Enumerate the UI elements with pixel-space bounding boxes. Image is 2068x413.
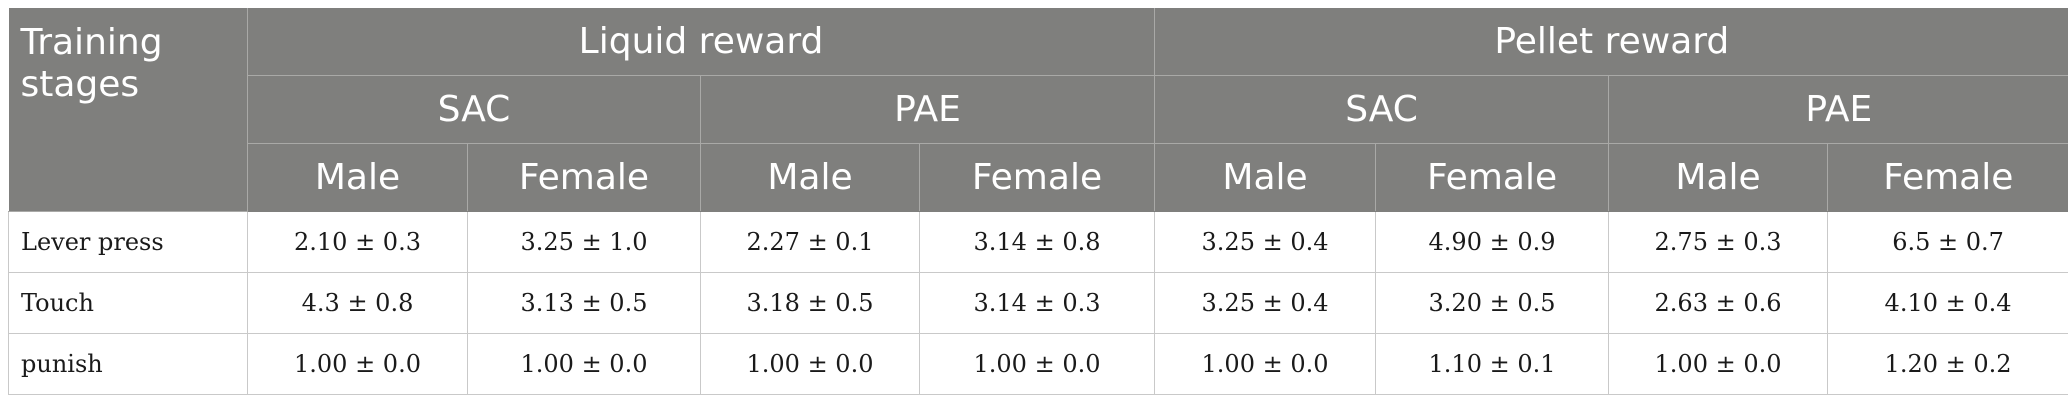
table-row: Touch 4.3 ± 0.8 3.13 ± 0.5 3.18 ± 0.5 3.… bbox=[8, 272, 2068, 334]
table-cell: 3.13 ± 0.5 bbox=[467, 272, 701, 334]
header-row-treatment: SAC PAE SAC PAE bbox=[9, 75, 2068, 144]
header-liquid-sac: SAC bbox=[247, 75, 701, 144]
header-liquid-reward: Liquid reward bbox=[246, 8, 1156, 76]
row-stage-label: punish bbox=[8, 333, 248, 395]
header-pellet-reward: Pellet reward bbox=[1154, 8, 2068, 76]
table-body: Lever press 2.10 ± 0.3 3.25 ± 1.0 2.27 ±… bbox=[8, 211, 2068, 395]
header-sex: Female bbox=[918, 143, 1156, 212]
table-row: Lever press 2.10 ± 0.3 3.25 ± 1.0 2.27 ±… bbox=[8, 211, 2068, 273]
table-cell: 1.00 ± 0.0 bbox=[247, 333, 468, 395]
table-cell: 6.5 ± 0.7 bbox=[1827, 211, 2068, 273]
header-pellet-pae: PAE bbox=[1608, 75, 2068, 144]
header-row-reward: Training stages Liquid reward Pellet rewa… bbox=[8, 8, 2068, 212]
training-stages-table: Training stages Liquid reward Pellet rewa… bbox=[8, 8, 2068, 395]
table-cell: 4.3 ± 0.8 bbox=[247, 272, 468, 334]
table-cell: 3.18 ± 0.5 bbox=[700, 272, 920, 334]
header-sex: Male bbox=[1608, 143, 1829, 212]
header-training-stages-line2: stages bbox=[20, 64, 140, 105]
table-cell: 2.75 ± 0.3 bbox=[1608, 211, 1828, 273]
table-cell: 1.00 ± 0.0 bbox=[918, 333, 1155, 395]
table-cell: 1.00 ± 0.0 bbox=[467, 333, 701, 395]
table-cell: 1.00 ± 0.0 bbox=[1608, 333, 1828, 395]
table-cell: 3.14 ± 0.3 bbox=[918, 272, 1155, 334]
header-liquid-pae: PAE bbox=[699, 75, 1156, 144]
header-pellet-sac: SAC bbox=[1154, 75, 1610, 144]
table-cell: 3.25 ± 0.4 bbox=[1154, 272, 1376, 334]
table-cell: 2.10 ± 0.3 bbox=[247, 211, 468, 273]
header-sex: Male bbox=[700, 143, 920, 212]
table-cell: 2.63 ± 0.6 bbox=[1608, 272, 1828, 334]
table-cell: 3.25 ± 1.0 bbox=[467, 211, 701, 273]
table-cell: 1.10 ± 0.1 bbox=[1375, 333, 1609, 395]
table-cell: 1.00 ± 0.0 bbox=[1154, 333, 1376, 395]
row-stage-label: Touch bbox=[8, 272, 248, 334]
table-cell: 3.20 ± 0.5 bbox=[1375, 272, 1609, 334]
table-cell: 4.10 ± 0.4 bbox=[1827, 272, 2068, 334]
header-sex: Male bbox=[247, 143, 468, 212]
table-cell: 4.90 ± 0.9 bbox=[1375, 211, 1609, 273]
row-stage-label: Lever press bbox=[8, 211, 248, 273]
table-header: Training stages Liquid reward Pellet rewa… bbox=[8, 8, 2068, 212]
data-table-container: Training stages Liquid reward Pellet rewa… bbox=[8, 8, 2068, 395]
header-sex: Female bbox=[1375, 143, 1610, 212]
header-sex: Female bbox=[467, 143, 701, 212]
table-cell: 3.14 ± 0.8 bbox=[918, 211, 1155, 273]
table-cell: 3.25 ± 0.4 bbox=[1154, 211, 1376, 273]
header-training-stages-line1: Training bbox=[20, 22, 163, 63]
table-cell: 2.27 ± 0.1 bbox=[700, 211, 920, 273]
header-training-stages: Training stages bbox=[8, 8, 248, 212]
header-row-sex: Male Female Male Female Male Female Male… bbox=[9, 143, 2068, 212]
table-cell: 1.00 ± 0.0 bbox=[700, 333, 920, 395]
table-cell: 1.20 ± 0.2 bbox=[1827, 333, 2068, 395]
table-row: punish 1.00 ± 0.0 1.00 ± 0.0 1.00 ± 0.0 … bbox=[8, 333, 2068, 395]
header-sex: Female bbox=[1827, 143, 2068, 212]
header-sex: Male bbox=[1154, 143, 1377, 212]
